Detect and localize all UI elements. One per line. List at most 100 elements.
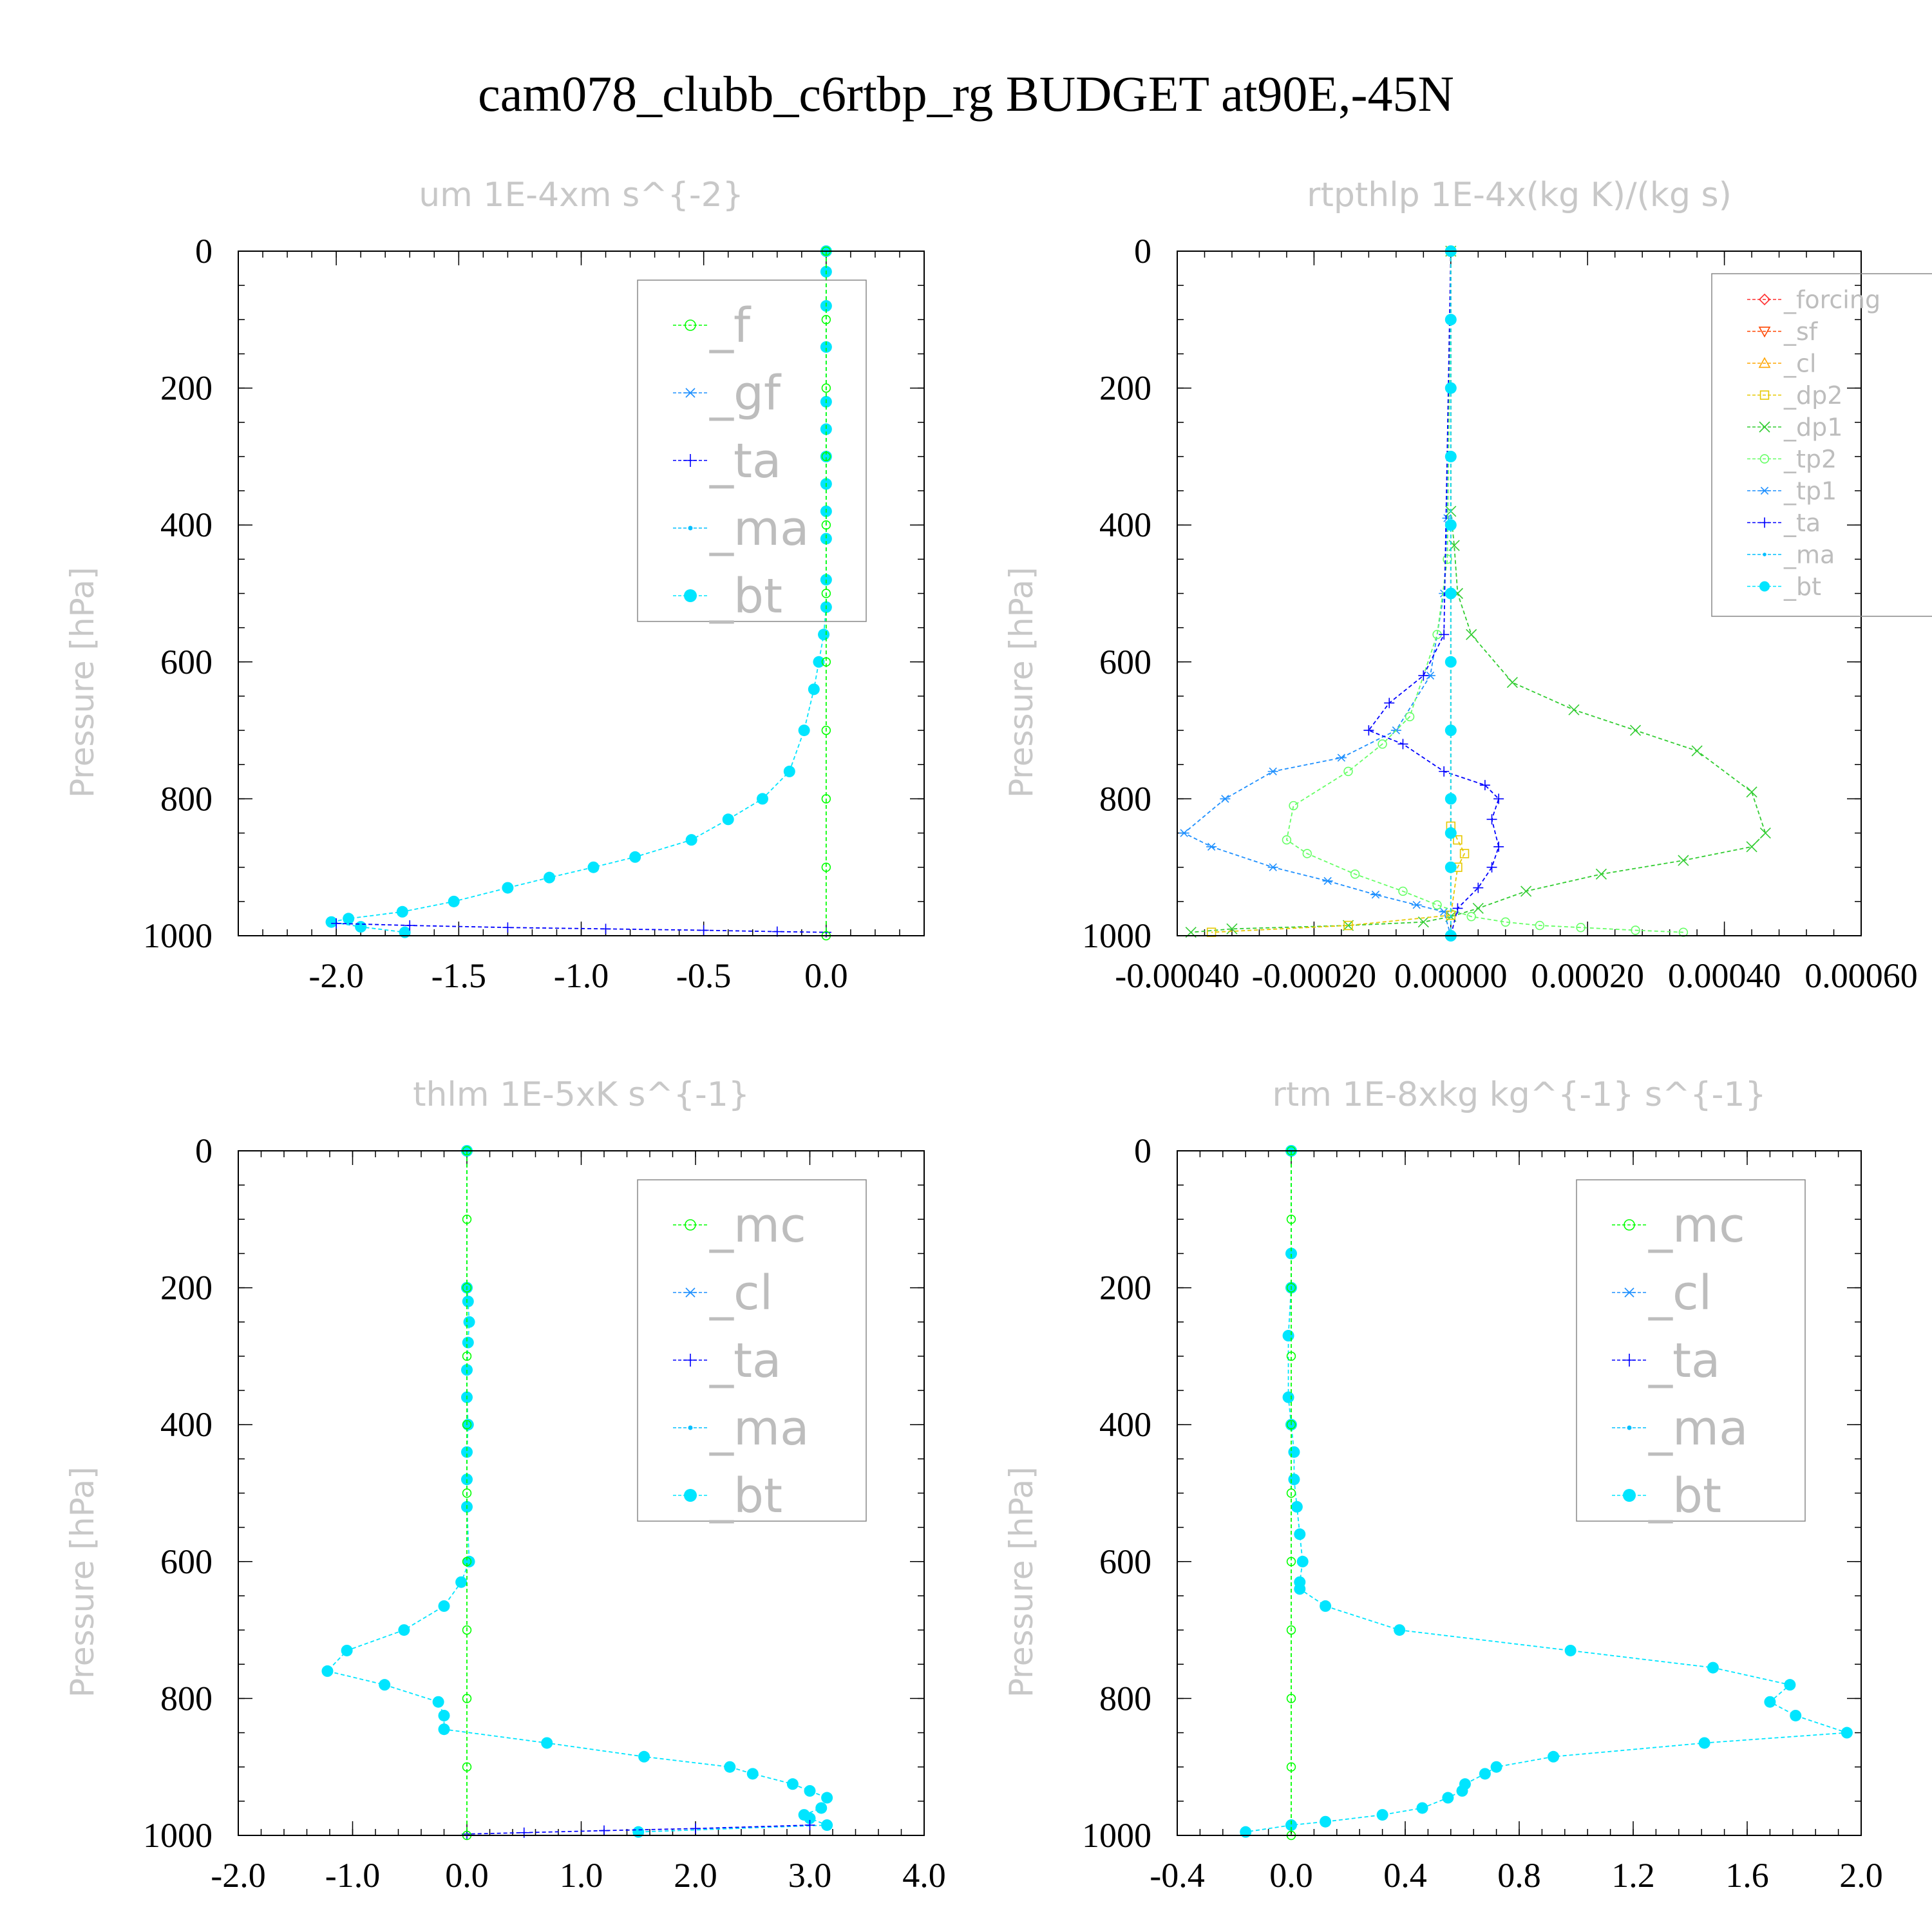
data-point	[821, 589, 831, 598]
x-tick-label: 0.4	[1383, 1856, 1427, 1895]
x-tick-label: 4.0	[902, 1856, 946, 1895]
x-tick-label: 0.00040	[1668, 956, 1781, 995]
data-point	[1444, 827, 1457, 839]
chart-panel-1: um 1E-4xm s^{-2} Pressure [hPa] -2.0 -1.5 -1…	[64, 176, 925, 995]
data-point	[1444, 656, 1457, 668]
data-point	[724, 1761, 736, 1773]
data-point	[821, 1819, 833, 1832]
data-point	[518, 1827, 529, 1838]
series-line	[1182, 251, 1452, 936]
data-point	[1320, 1815, 1332, 1828]
legend: _f _gf _ta _ma _bt	[637, 279, 867, 624]
legend-marker	[1763, 553, 1766, 556]
data-point	[462, 1283, 472, 1293]
y-tick-label: 400	[160, 1405, 213, 1444]
data-point	[438, 1600, 450, 1612]
legend-marker	[1758, 293, 1771, 306]
y-tick-label: 800	[1099, 1679, 1151, 1718]
legend-item: _tp1	[1747, 477, 1837, 505]
data-point	[1288, 1446, 1300, 1458]
panel-title: rtm 1E-8xkg kg^{-1} s^{-1}	[1272, 1075, 1766, 1114]
data-point	[783, 765, 795, 777]
data-point	[462, 1295, 474, 1307]
data-point	[1595, 868, 1607, 880]
data-point	[1398, 886, 1408, 896]
data-point	[813, 656, 825, 668]
legend-box	[637, 279, 867, 622]
x-tick-label: 3.0	[788, 1856, 832, 1895]
data-point	[1439, 907, 1450, 916]
data-point	[1320, 1600, 1332, 1612]
legend-label: _cl	[1648, 1265, 1712, 1321]
plot-frame	[238, 251, 925, 936]
x-tick-label: 2.0	[1839, 1856, 1883, 1895]
data-point	[1444, 314, 1457, 326]
data-point	[325, 916, 337, 928]
data-point	[804, 1820, 815, 1831]
data-point	[404, 920, 415, 931]
legend-label: _ma	[1783, 540, 1835, 569]
data-point	[1678, 855, 1689, 866]
data-point	[1629, 724, 1642, 736]
y-tick-label: 1000	[1082, 1816, 1151, 1855]
legend-item: _ma	[1612, 1401, 1748, 1456]
legend-marker	[1759, 581, 1770, 592]
data-point	[821, 383, 831, 393]
data-point	[808, 683, 820, 696]
series-ta	[331, 918, 831, 938]
legend-item: _ta	[1747, 509, 1821, 537]
data-point	[1288, 1473, 1300, 1486]
data-point	[1707, 1662, 1719, 1674]
minor-ticks	[238, 1150, 925, 1836]
series-ta	[1363, 246, 1504, 941]
legend-box	[1576, 1179, 1806, 1522]
series-line	[1285, 251, 1683, 933]
y-axis-label: Pressure [hPa]	[64, 567, 101, 798]
data-point	[1416, 1802, 1428, 1814]
data-point	[1520, 886, 1532, 897]
legend-label: _mc	[1648, 1198, 1745, 1253]
series-tp1	[1179, 247, 1456, 940]
y-tick-label: 600	[160, 643, 213, 681]
legend-item: _ta	[673, 433, 781, 489]
legend-label: _dp1	[1783, 413, 1842, 441]
data-point	[502, 882, 514, 894]
x-tick-label: 0.00000	[1394, 956, 1508, 995]
data-point	[1444, 450, 1457, 462]
legend-item: _bt	[673, 1468, 782, 1524]
data-point	[462, 1557, 472, 1567]
data-point	[820, 341, 832, 353]
panel-title: rtpthlp 1E-4x(kg K)/(kg s)	[1307, 176, 1732, 214]
legend-label: _f	[709, 298, 752, 354]
data-point	[1285, 1247, 1297, 1260]
data-point	[462, 1336, 474, 1349]
data-point	[1282, 1330, 1294, 1342]
data-point	[1350, 869, 1360, 879]
data-point	[821, 315, 831, 325]
chart-panel-3: thlm 1E-5xK s^{-1} Pressure [hPa] -2.0 -1.0…	[64, 1075, 946, 1895]
legend-label: _ta	[1783, 509, 1821, 537]
legend-marker	[1759, 454, 1770, 464]
data-point	[462, 1351, 472, 1361]
series-group	[1240, 1145, 1853, 1841]
data-point	[1631, 925, 1640, 935]
legend-item: _mc	[1612, 1198, 1745, 1253]
series-mc	[1286, 1146, 1296, 1841]
legend-marker	[1758, 357, 1771, 368]
legend-label: _tp1	[1783, 477, 1837, 505]
y-tick-label: 0	[195, 1132, 213, 1170]
y-axis-label: Pressure [hPa]	[1003, 1466, 1040, 1698]
x-tick-label: 0.00020	[1531, 956, 1644, 995]
y-tick-label: 200	[1099, 1269, 1151, 1307]
y-tick-label: 800	[1099, 779, 1151, 818]
data-point	[1746, 786, 1757, 798]
data-point	[1282, 1391, 1294, 1403]
data-point	[1322, 876, 1333, 886]
x-tick-label: -1.0	[325, 1856, 380, 1895]
data-point	[1417, 916, 1429, 928]
data-point	[1453, 835, 1463, 845]
data-point	[1384, 697, 1395, 708]
legend-marker	[685, 1219, 696, 1231]
data-point	[1286, 1420, 1296, 1430]
